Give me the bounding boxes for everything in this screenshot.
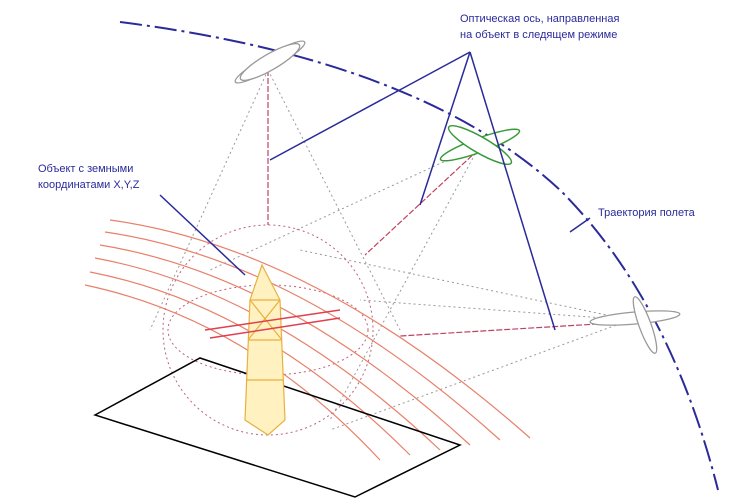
tower (245, 265, 285, 435)
object-label: Объект с земными (38, 163, 133, 175)
optical-axis-label: Оптическая ось, направленная (460, 13, 619, 25)
sight-lines (150, 70, 630, 430)
optical-axis-label: на объект в следящем режиме (460, 29, 617, 41)
axis-segments (268, 70, 630, 336)
aircraft-2 (438, 120, 522, 170)
object-label: координатами X,Y,Z (38, 179, 140, 191)
diagram: Оптическая ось, направленная на объект в… (0, 0, 732, 502)
trajectory-label: Траектория полета (598, 207, 696, 219)
leader-lines (160, 52, 590, 330)
power-lines (85, 220, 530, 460)
